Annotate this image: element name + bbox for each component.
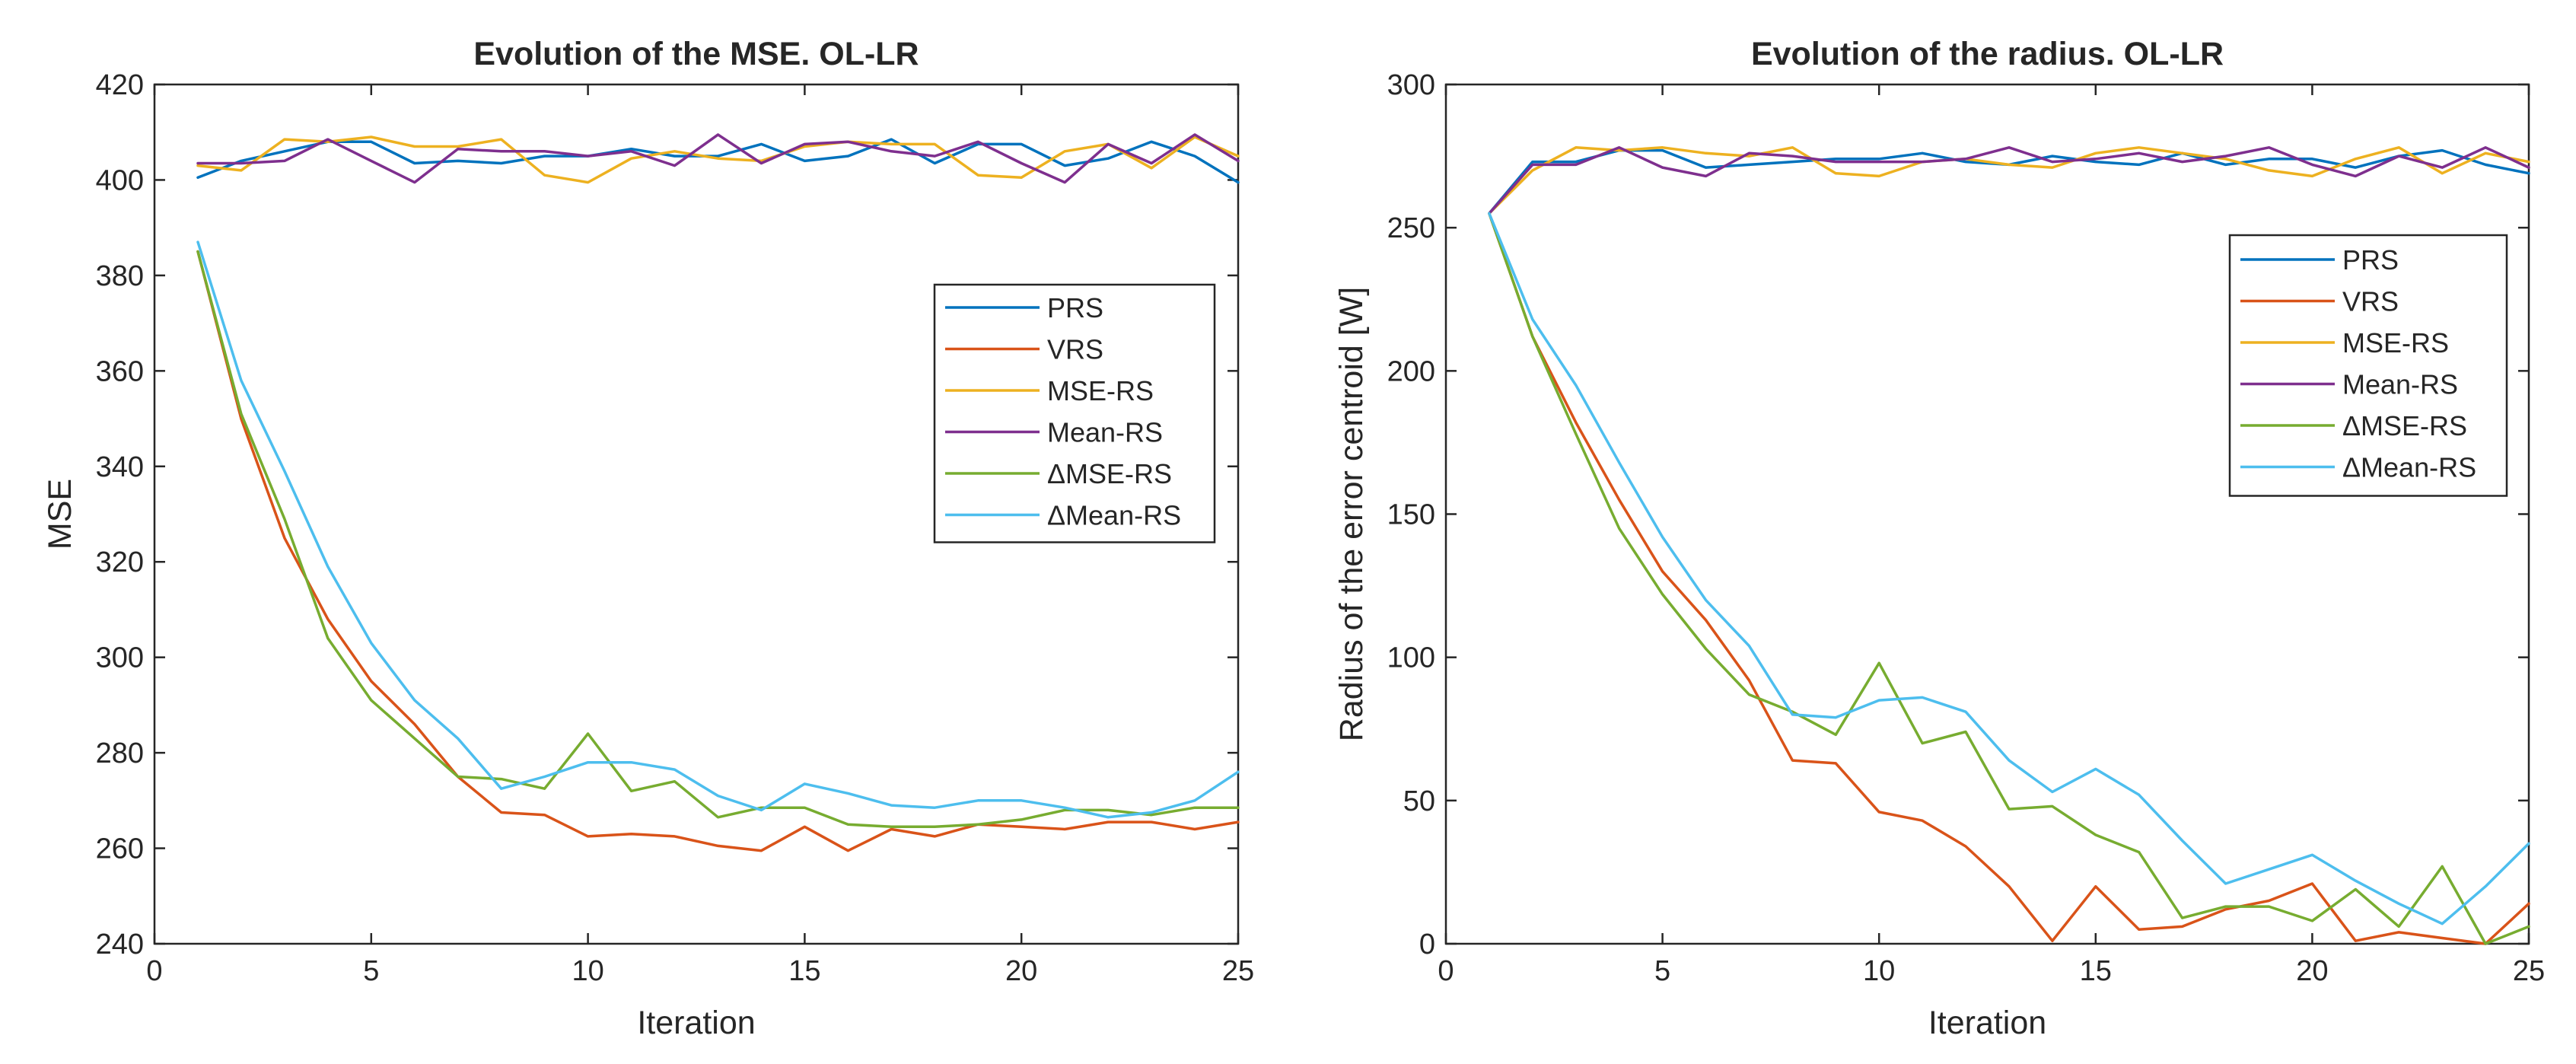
x-axis-label: Iteration: [637, 1005, 755, 1041]
series-line-mse-rs: [1488, 146, 2530, 215]
y-tick-label: 0: [1419, 929, 1435, 960]
x-tick-label: 20: [1005, 955, 1037, 987]
plot-area: [153, 83, 1240, 945]
legend-label: PRS: [1047, 292, 1103, 323]
legend-label: ΔMean-RS: [2342, 452, 2476, 483]
y-tick-label: 100: [1387, 642, 1435, 674]
series-line-vrs: [1488, 212, 2530, 945]
x-tick-label: 25: [1222, 955, 1254, 987]
y-tick-label: 260: [96, 833, 144, 865]
chart-1: Evolution of the MSE. OL-LR 0 5 10 15 20 25 240…: [42, 36, 1254, 1041]
series-line-delta-mean-rs: [1488, 212, 2530, 925]
legend-label: PRS: [2342, 244, 2399, 276]
x-tick-label: 10: [1863, 955, 1895, 987]
x-tick-label: 15: [2080, 955, 2112, 987]
series-line-mean-rs: [196, 133, 1240, 184]
legend-label: VRS: [2342, 286, 2399, 317]
legend-label: ΔMSE-RS: [2342, 410, 2467, 441]
y-axis-label: MSE: [42, 479, 78, 550]
legend: PRS VRS MSE-RS Mean-RS ΔMSE-RS ΔMean-RS: [2228, 234, 2508, 497]
y-tick-label: 280: [96, 737, 144, 769]
y-tick-label: 240: [96, 929, 144, 960]
x-tick-label: 25: [2513, 955, 2545, 987]
y-tick-label: 250: [1387, 212, 1435, 244]
legend-label: ΔMSE-RS: [1047, 458, 1172, 489]
series-line-delta-mse-rs: [1488, 212, 2530, 945]
chart-title: Evolution of the radius. OL-LR: [1751, 36, 2224, 72]
y-axis-label: Radius of the error centroid [W]: [1333, 287, 1370, 741]
series-line-mean-rs: [1488, 146, 2530, 215]
legend-box: [2228, 234, 2508, 497]
plot-area: [1444, 83, 2530, 945]
y-tick-label: 300: [96, 642, 144, 674]
series-line-delta-mse-rs: [196, 250, 1240, 829]
y-tick-label: 150: [1387, 499, 1435, 531]
y-tick-label: 380: [96, 260, 144, 292]
legend-label: Mean-RS: [1047, 417, 1163, 448]
legend-label: Mean-RS: [2342, 369, 2458, 400]
x-tick-label: 5: [363, 955, 379, 987]
x-tick-label: 5: [1654, 955, 1670, 987]
y-tick-label: 200: [1387, 355, 1435, 387]
y-tick-label: 360: [96, 355, 144, 387]
series-line-mse-rs: [196, 135, 1240, 184]
legend-label: MSE-RS: [1047, 375, 1154, 406]
y-tick-label: 340: [96, 451, 144, 483]
y-tick-label: 300: [1387, 69, 1435, 101]
y-tick-label: 320: [96, 546, 144, 578]
series-line-delta-mean-rs: [196, 241, 1240, 819]
x-tick-label: 20: [2296, 955, 2328, 987]
x-axis-label: Iteration: [1928, 1005, 2046, 1041]
x-tick-label: 0: [1438, 955, 1454, 987]
legend: PRS VRS MSE-RS Mean-RS ΔMSE-RS ΔMean-RS: [933, 283, 1216, 543]
y-tick-label: 50: [1403, 785, 1435, 817]
x-tick-label: 15: [788, 955, 820, 987]
x-tick-label: 0: [146, 955, 162, 987]
y-tick-label: 400: [96, 164, 144, 196]
legend-label: MSE-RS: [2342, 327, 2449, 358]
x-tick-label: 10: [572, 955, 603, 987]
series-line-prs: [196, 138, 1240, 184]
legend-label: ΔMean-RS: [1047, 500, 1181, 531]
series-line-vrs: [196, 250, 1240, 852]
chart-2: Evolution of the radius. OL-LR 0 5 10 15 20 25…: [1333, 36, 2545, 1041]
y-tick-label: 420: [96, 69, 144, 101]
legend-label: VRS: [1047, 334, 1103, 365]
chart-title: Evolution of the MSE. OL-LR: [473, 36, 919, 72]
legend-box: [933, 283, 1216, 543]
